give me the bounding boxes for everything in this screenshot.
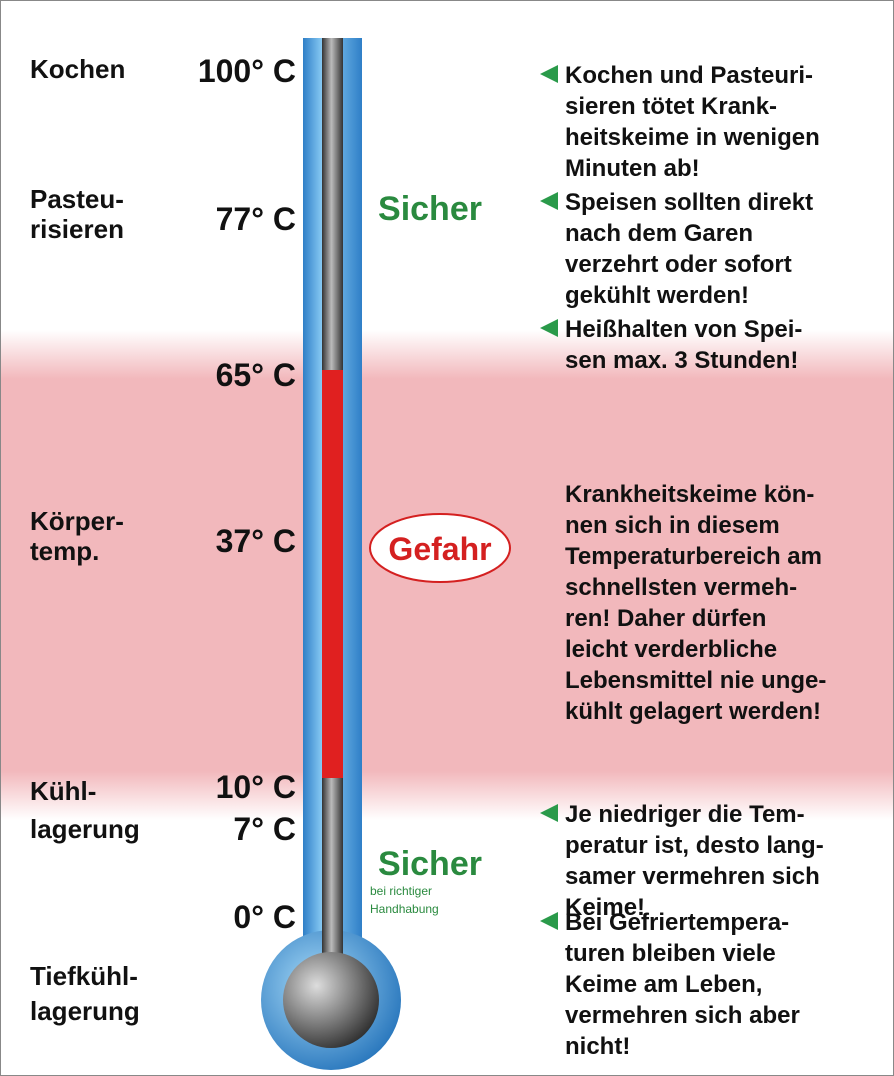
note-line: Bei Gefriertempera- [565, 909, 789, 936]
safe-label: Sicher [378, 845, 482, 883]
left-label: temp. [30, 536, 99, 566]
note-line: turen bleiben viele [565, 940, 776, 967]
note-line: sieren tötet Krank- [565, 93, 777, 120]
left-label: Tiefkühl- [30, 961, 138, 991]
temperature: 65° C [216, 357, 296, 393]
note-line: heitskeime in wenigen [565, 124, 820, 151]
red-column [322, 370, 343, 778]
left-label: lagerung [30, 996, 140, 1026]
ball [283, 952, 379, 1048]
note-line: leicht verderbliche [565, 636, 777, 663]
left-label: Kühl- [30, 776, 96, 806]
temperature: 77° C [216, 201, 296, 237]
note-line: nach dem Garen [565, 220, 753, 247]
danger-label: Gefahr [388, 531, 491, 567]
left-label: Kochen [30, 54, 125, 84]
note-line: peratur ist, desto lang- [565, 832, 824, 859]
temperature: 37° C [216, 523, 296, 559]
left-label: risieren [30, 214, 124, 244]
note-line: samer vermehren sich [565, 863, 820, 890]
note-line: Heißhalten von Spei- [565, 316, 802, 343]
note-line: verzehrt oder sofort [565, 251, 792, 278]
note-line: vermehren sich aber [565, 1002, 800, 1029]
temperature: 100° C [198, 53, 296, 89]
temperature: 10° C [216, 769, 296, 805]
left-label: lagerung [30, 814, 140, 844]
note-line: Minuten ab! [565, 155, 700, 182]
note-line: nicht! [565, 1033, 630, 1060]
safe-note: bei richtiger [370, 884, 432, 898]
note-line: Speisen sollten direkt [565, 189, 813, 216]
temperature: 7° C [233, 811, 296, 847]
note-line: Je niedriger die Tem- [565, 801, 805, 828]
note-line: Kochen und Pasteuri- [565, 62, 813, 89]
note-line: Lebensmittel nie unge- [565, 667, 826, 694]
note-line: schnellsten vermeh- [565, 574, 797, 601]
left-label: Pasteu- [30, 184, 124, 214]
note-line: Krankheitskeime kön- [565, 481, 814, 508]
temperature: 0° C [233, 899, 296, 935]
note-line: ren! Daher dürfen [565, 605, 766, 632]
left-label: Körper- [30, 506, 124, 536]
note-line: Temperaturbereich am [565, 543, 822, 570]
note-line: kühlt gelagert werden! [565, 698, 821, 725]
safe-note: Handhabung [370, 902, 439, 916]
note-line: sen max. 3 Stunden! [565, 347, 798, 374]
infographic: Kochen Pasteu-risieren Körper-temp. Kühl-la… [0, 0, 894, 1076]
note-line: nen sich in diesem [565, 512, 780, 539]
safe-label: Sicher [378, 190, 482, 228]
note-line: Keime am Leben, [565, 971, 762, 998]
note-line: gekühlt werden! [565, 282, 749, 309]
